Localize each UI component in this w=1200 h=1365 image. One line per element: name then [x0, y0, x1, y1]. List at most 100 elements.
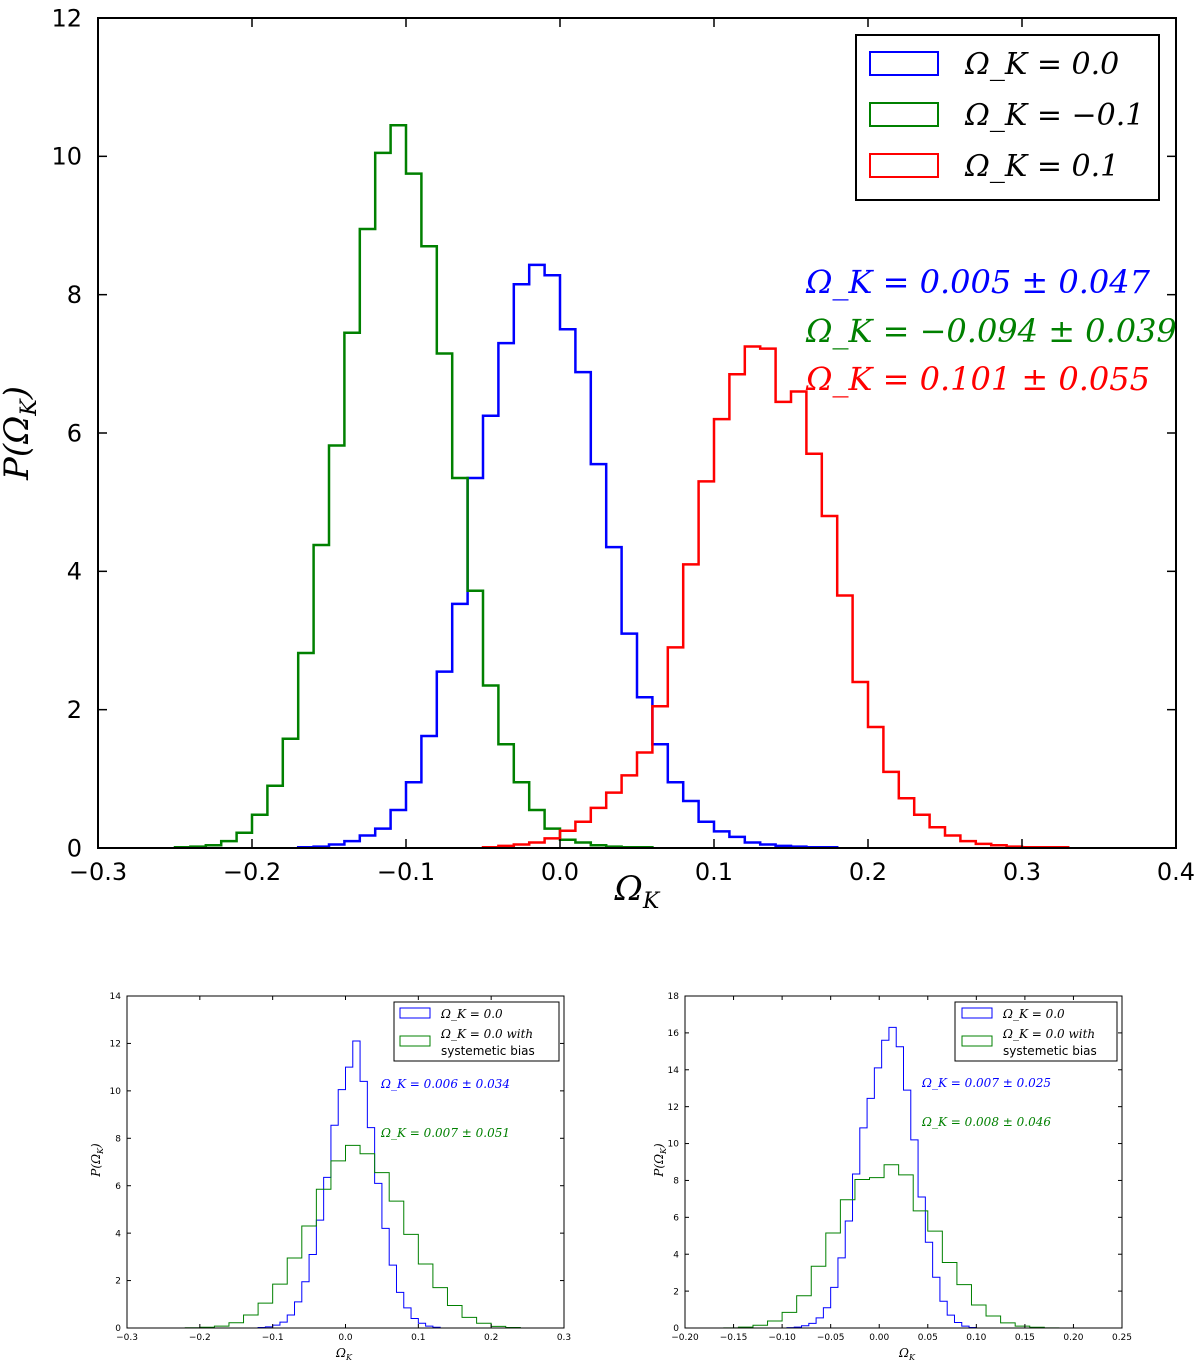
main-xtick-label-5: 0.2 [849, 858, 887, 886]
bottom-right-xtick-label-0: −0.20 [671, 1333, 699, 1343]
br-annotation-green: Ω_K = 0.008 ± 0.046 [921, 1115, 1051, 1129]
main-ytick-label-6: 12 [51, 4, 82, 32]
main-series-1-step [173, 123, 654, 849]
br-legend-label-green-2: systemetic bias [1003, 1044, 1097, 1058]
bottom-left-ytick-label-3: 6 [115, 1182, 121, 1192]
bl-legend-swatch-green [399, 1035, 431, 1047]
bottom-right-xtick-label-5: 0.05 [918, 1333, 938, 1343]
bottom-right-xtick-label-6: 0.10 [966, 1333, 986, 1343]
legend-label-blue: Ω_K = 0.0 [964, 47, 1119, 82]
main-series-2-step [481, 345, 1070, 849]
br-legend-box [954, 1001, 1118, 1062]
bottom-left-xtick-label-5: 0.2 [484, 1333, 498, 1343]
main-ytick-label-3: 6 [67, 419, 82, 447]
bl-legend-label-blue: Ω_K = 0.0 [440, 1007, 503, 1021]
bl-legend-swatch-blue [399, 1007, 431, 1019]
main-xtick-label-2: −0.1 [377, 858, 435, 886]
bottom-right-xtick-label-4: 0.00 [869, 1333, 889, 1343]
br-annotation-blue: Ω_K = 0.007 ± 0.025 [921, 1076, 1051, 1090]
br-axes-frame [684, 995, 1123, 1329]
bottom-right-ytick-label-6: 12 [668, 1103, 679, 1113]
main-series-group [173, 123, 1070, 849]
bottom-right-series-1-step [723, 1164, 1060, 1329]
main-legend-box [855, 34, 1160, 201]
main-ytick-label-2: 4 [67, 558, 82, 586]
bottom-left-xtick-label-1: −0.2 [189, 1333, 211, 1343]
main-ytick-label-5: 10 [51, 143, 82, 171]
main-xtick-label-4: 0.1 [695, 858, 733, 886]
legend-swatch-blue [869, 51, 939, 76]
main-xtick-label-1: −0.2 [223, 858, 281, 886]
bottom-right-xtick-label-1: −0.15 [720, 1333, 748, 1343]
annotation-red-estimate: Ω_K = 0.101 ± 0.055 [805, 360, 1150, 398]
bottom-left-histogram-panel: −0.3 −0.2 −0.1 0.0 0.1 0.2 0.3 0 2 4 6 8 10 12 14 ΩK P… [89, 992, 571, 1362]
bottom-right-ytick-label-3: 6 [673, 1213, 679, 1223]
bl-series-group [184, 1040, 521, 1329]
bottom-right-xtick-label-2: −0.10 [768, 1333, 796, 1343]
main-series-0-step [296, 263, 839, 849]
bl-y-axis-label: P(ΩK) [89, 1143, 105, 1178]
main-y-axis-label: P(ΩK) [0, 386, 42, 481]
bottom-left-xtick-label-6: 0.3 [557, 1333, 571, 1343]
bottom-right-ytick-label-8: 16 [668, 1029, 680, 1039]
main-ticks-group: −0.3 −0.2 −0.1 0.0 0.1 0.2 0.3 0.4 0 2 4 6 8 10 12 [51, 4, 1195, 886]
bl-annotation-blue: Ω_K = 0.006 ± 0.034 [380, 1077, 510, 1091]
bottom-left-series-1-step [184, 1144, 521, 1329]
main-xtick-label-3: 0.0 [541, 858, 579, 886]
bottom-left-xtick-label-0: −0.3 [116, 1333, 138, 1343]
bottom-right-xtick-label-8: 0.20 [1063, 1333, 1083, 1343]
main-x-axis-label: ΩK [614, 869, 661, 914]
bottom-left-ytick-label-4: 8 [115, 1134, 121, 1144]
annotation-blue-estimate: Ω_K = 0.005 ± 0.047 [805, 263, 1151, 301]
main-ytick-label-1: 2 [67, 696, 82, 724]
br-series-group [723, 1026, 1060, 1329]
bottom-left-xtick-label-2: −0.1 [262, 1333, 284, 1343]
bottom-right-ytick-label-0: 0 [673, 1324, 679, 1334]
bl-legend-label-green-1: Ω_K = 0.0 with [440, 1027, 533, 1041]
bottom-right-ytick-label-5: 10 [668, 1140, 680, 1150]
bottom-left-ytick-label-7: 14 [110, 992, 122, 1002]
legend-label-red: Ω_K = 0.1 [964, 149, 1119, 184]
legend-swatch-red [869, 153, 939, 178]
bottom-right-series-0-step [786, 1026, 977, 1329]
bl-annotation-green: Ω_K = 0.007 ± 0.051 [380, 1126, 510, 1140]
bottom-right-xtick-label-7: 0.15 [1015, 1333, 1035, 1343]
bottom-right-xtick-label-3: −0.05 [817, 1333, 845, 1343]
bottom-right-histogram-panel: −0.20 −0.15 −0.10 −0.05 0.00 0.05 0.10 0.15 0.20… [652, 992, 1132, 1362]
bottom-right-ytick-label-2: 4 [673, 1250, 679, 1260]
br-legend-swatch-green [961, 1035, 993, 1047]
legend-swatch-green [869, 102, 939, 127]
bottom-left-ytick-label-2: 4 [115, 1229, 121, 1239]
br-legend-label-green-1: Ω_K = 0.0 with [1002, 1027, 1095, 1041]
bottom-right-ytick-label-4: 8 [673, 1177, 679, 1187]
br-legend-swatch-blue [961, 1007, 993, 1019]
bottom-right-ytick-label-9: 18 [668, 992, 680, 1002]
br-legend: Ω_K = 0.0 Ω_K = 0.0 with systemetic bias [954, 1001, 1118, 1062]
bl-legend: Ω_K = 0.0 Ω_K = 0.0 with systemetic bias [393, 1001, 560, 1062]
main-xtick-label-7: 0.4 [1157, 858, 1195, 886]
main-ytick-label-0: 0 [67, 834, 82, 862]
bl-x-axis-label: ΩK [335, 1346, 353, 1362]
bottom-left-xtick-label-3: 0.0 [338, 1333, 353, 1343]
bottom-left-ytick-label-6: 12 [110, 1040, 121, 1050]
main-legend: Ω_K = 0.0 Ω_K = −0.1 Ω_K = 0.1 [855, 34, 1160, 201]
main-xtick-label-0: −0.3 [69, 858, 127, 886]
bl-legend-label-green-2: systemetic bias [441, 1044, 535, 1058]
bottom-right-xtick-label-9: 0.25 [1112, 1333, 1132, 1343]
bottom-left-ytick-label-0: 0 [115, 1324, 121, 1334]
br-x-axis-label: ΩK [898, 1346, 916, 1362]
bottom-right-ytick-label-1: 2 [673, 1287, 679, 1297]
bottom-left-ytick-label-5: 10 [110, 1087, 122, 1097]
bottom-left-xtick-label-4: 0.1 [411, 1333, 425, 1343]
main-xtick-label-6: 0.3 [1003, 858, 1041, 886]
bl-ticks-group: −0.3 −0.2 −0.1 0.0 0.1 0.2 0.3 0 2 4 6 8 10 12 14 [110, 992, 572, 1343]
br-y-axis-label: P(ΩK) [652, 1143, 668, 1178]
legend-label-green: Ω_K = −0.1 [964, 98, 1144, 133]
br-legend-label-blue: Ω_K = 0.0 [1002, 1007, 1065, 1021]
bl-legend-box [393, 1001, 560, 1062]
annotation-green-estimate: Ω_K = −0.094 ± 0.039 [805, 312, 1177, 350]
bottom-right-ytick-label-7: 14 [668, 1066, 680, 1076]
main-ytick-label-4: 8 [67, 281, 82, 309]
